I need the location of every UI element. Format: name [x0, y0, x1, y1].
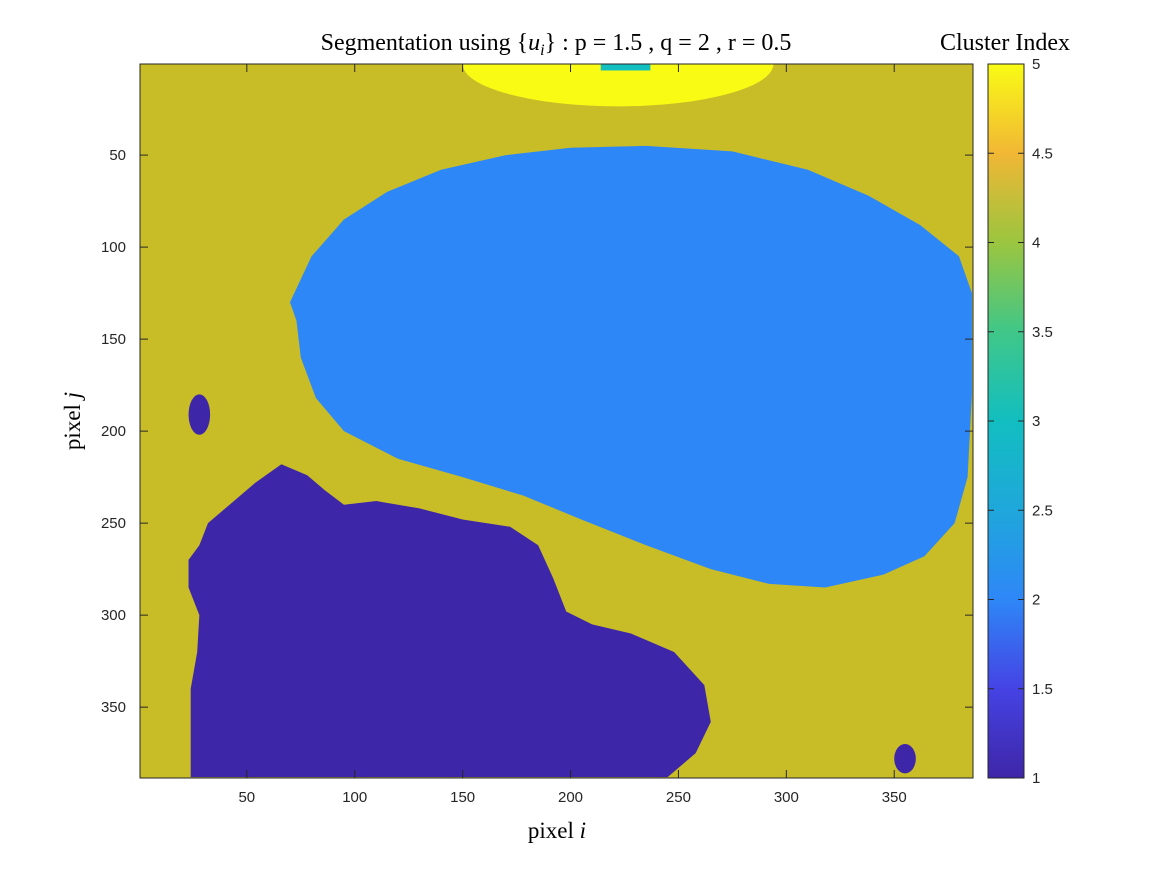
x-tick-label: 200 — [558, 789, 583, 806]
y-tick-label: 300 — [101, 607, 126, 624]
x-tick-label: 150 — [450, 789, 475, 806]
colorbar-ticks: 1 1.5 2 2.5 3 3.5 4 4.5 5 — [988, 56, 1053, 787]
cluster-2-region-2 — [289, 145, 972, 588]
y-tick-label: 100 — [101, 239, 126, 256]
y-axis: 50 100 150 200 250 300 350 — [101, 147, 973, 716]
colorbar-tick-label: 1 — [1032, 770, 1040, 787]
colorbar-tick-label: 3.5 — [1032, 324, 1053, 341]
cluster-3-region-1 — [600, 64, 651, 71]
colorbar-tick-label: 1.5 — [1032, 681, 1053, 698]
y-tick-label: 50 — [109, 147, 126, 164]
y-tick-label: 250 — [101, 515, 126, 532]
colorbar-tick-label: 3 — [1032, 413, 1040, 430]
x-tick-label: 300 — [774, 789, 799, 806]
cluster-1-region-6 — [894, 743, 916, 774]
chart-title: Segmentation using {ui} : p = 1.5 , q = … — [321, 30, 792, 59]
cluster-1-region-4 — [188, 464, 711, 778]
cluster-1-region-5 — [188, 394, 211, 435]
y-tick-label: 350 — [101, 699, 126, 716]
x-axis: 50 100 150 200 250 300 350 — [238, 64, 907, 806]
y-axis-label: pixel j — [60, 392, 85, 450]
colorbar-tick-label: 4 — [1032, 235, 1040, 252]
cluster-5-region-0 — [462, 64, 774, 107]
plot-frame — [139, 63, 974, 779]
colorbar-tick-label: 2 — [1032, 592, 1040, 609]
cluster-4-region-3 — [354, 464, 539, 524]
x-tick-label: 350 — [882, 789, 907, 806]
heatmap-image — [140, 64, 973, 778]
x-tick-label: 250 — [666, 789, 691, 806]
y-tick-label: 150 — [101, 331, 126, 348]
y-tick-label: 200 — [101, 423, 126, 440]
x-tick-label: 100 — [342, 789, 367, 806]
colorbar-tick-label: 4.5 — [1032, 145, 1053, 162]
colorbar-tick-label: 2.5 — [1032, 502, 1053, 519]
x-tick-label: 50 — [238, 789, 255, 806]
x-axis-label: pixel i — [528, 818, 586, 843]
colorbar-label: Cluster Index — [940, 30, 1070, 56]
colorbar-tick-label: 5 — [1032, 56, 1040, 73]
